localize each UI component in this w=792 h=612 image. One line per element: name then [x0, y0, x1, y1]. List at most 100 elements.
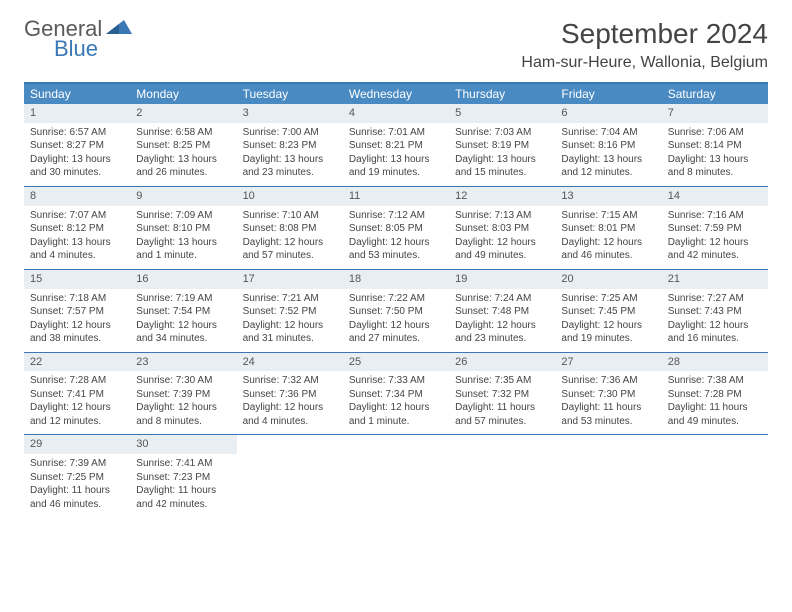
day-number: 19 [449, 270, 555, 289]
day-cell: 25Sunrise: 7:33 AMSunset: 7:34 PMDayligh… [343, 353, 449, 435]
sunrise-text: Sunrise: 7:27 AM [668, 292, 762, 306]
day-number: 3 [237, 104, 343, 123]
daylight-text: Daylight: 12 hours and 16 minutes. [668, 319, 762, 346]
day-cell: 18Sunrise: 7:22 AMSunset: 7:50 PMDayligh… [343, 270, 449, 352]
week-row: 1Sunrise: 6:57 AMSunset: 8:27 PMDaylight… [24, 104, 768, 187]
day-cell: 15Sunrise: 7:18 AMSunset: 7:57 PMDayligh… [24, 270, 130, 352]
daylight-text: Daylight: 11 hours and 57 minutes. [455, 401, 549, 428]
day-number: 15 [24, 270, 130, 289]
day-cell: 2Sunrise: 6:58 AMSunset: 8:25 PMDaylight… [130, 104, 236, 186]
sunset-text: Sunset: 7:50 PM [349, 305, 443, 319]
sunrise-text: Sunrise: 7:01 AM [349, 126, 443, 140]
sunset-text: Sunset: 7:32 PM [455, 388, 549, 402]
day-cell: 17Sunrise: 7:21 AMSunset: 7:52 PMDayligh… [237, 270, 343, 352]
month-title: September 2024 [521, 18, 768, 50]
sunrise-text: Sunrise: 7:12 AM [349, 209, 443, 223]
day-number: 29 [24, 435, 130, 454]
day-cell: 16Sunrise: 7:19 AMSunset: 7:54 PMDayligh… [130, 270, 236, 352]
weekday-label: Monday [130, 84, 236, 104]
day-number: 17 [237, 270, 343, 289]
sunset-text: Sunset: 8:27 PM [30, 139, 124, 153]
daylight-text: Daylight: 13 hours and 15 minutes. [455, 153, 549, 180]
sunset-text: Sunset: 7:28 PM [668, 388, 762, 402]
daylight-text: Daylight: 12 hours and 42 minutes. [668, 236, 762, 263]
weeks-container: 1Sunrise: 6:57 AMSunset: 8:27 PMDaylight… [24, 104, 768, 517]
weekday-header: Sunday Monday Tuesday Wednesday Thursday… [24, 84, 768, 104]
sunset-text: Sunset: 8:14 PM [668, 139, 762, 153]
day-number: 30 [130, 435, 236, 454]
day-cell [237, 435, 343, 517]
sunset-text: Sunset: 8:10 PM [136, 222, 230, 236]
sunset-text: Sunset: 8:21 PM [349, 139, 443, 153]
day-number: 8 [24, 187, 130, 206]
daylight-text: Daylight: 11 hours and 53 minutes. [561, 401, 655, 428]
sunrise-text: Sunrise: 7:25 AM [561, 292, 655, 306]
day-cell: 29Sunrise: 7:39 AMSunset: 7:25 PMDayligh… [24, 435, 130, 517]
daylight-text: Daylight: 13 hours and 1 minute. [136, 236, 230, 263]
sunset-text: Sunset: 7:59 PM [668, 222, 762, 236]
day-number: 24 [237, 353, 343, 372]
sunset-text: Sunset: 7:54 PM [136, 305, 230, 319]
logo-word-blue: Blue [54, 38, 102, 60]
day-number: 23 [130, 353, 236, 372]
day-number: 11 [343, 187, 449, 206]
week-row: 29Sunrise: 7:39 AMSunset: 7:25 PMDayligh… [24, 435, 768, 517]
day-cell: 1Sunrise: 6:57 AMSunset: 8:27 PMDaylight… [24, 104, 130, 186]
day-number: 21 [662, 270, 768, 289]
week-row: 8Sunrise: 7:07 AMSunset: 8:12 PMDaylight… [24, 187, 768, 270]
daylight-text: Daylight: 12 hours and 57 minutes. [243, 236, 337, 263]
day-cell [555, 435, 661, 517]
sunrise-text: Sunrise: 7:41 AM [136, 457, 230, 471]
sunset-text: Sunset: 7:39 PM [136, 388, 230, 402]
day-cell: 12Sunrise: 7:13 AMSunset: 8:03 PMDayligh… [449, 187, 555, 269]
sunrise-text: Sunrise: 7:09 AM [136, 209, 230, 223]
sunset-text: Sunset: 7:34 PM [349, 388, 443, 402]
daylight-text: Daylight: 12 hours and 12 minutes. [30, 401, 124, 428]
sunset-text: Sunset: 7:45 PM [561, 305, 655, 319]
sunrise-text: Sunrise: 7:16 AM [668, 209, 762, 223]
calendar: Sunday Monday Tuesday Wednesday Thursday… [24, 82, 768, 517]
day-number: 5 [449, 104, 555, 123]
sunrise-text: Sunrise: 7:32 AM [243, 374, 337, 388]
day-cell: 27Sunrise: 7:36 AMSunset: 7:30 PMDayligh… [555, 353, 661, 435]
day-cell [343, 435, 449, 517]
daylight-text: Daylight: 13 hours and 26 minutes. [136, 153, 230, 180]
day-number: 7 [662, 104, 768, 123]
daylight-text: Daylight: 12 hours and 53 minutes. [349, 236, 443, 263]
sunrise-text: Sunrise: 7:24 AM [455, 292, 549, 306]
sunrise-text: Sunrise: 7:30 AM [136, 374, 230, 388]
day-number: 9 [130, 187, 236, 206]
sunset-text: Sunset: 7:52 PM [243, 305, 337, 319]
sunset-text: Sunset: 8:16 PM [561, 139, 655, 153]
week-row: 15Sunrise: 7:18 AMSunset: 7:57 PMDayligh… [24, 270, 768, 353]
daylight-text: Daylight: 13 hours and 8 minutes. [668, 153, 762, 180]
sunset-text: Sunset: 8:19 PM [455, 139, 549, 153]
day-cell: 7Sunrise: 7:06 AMSunset: 8:14 PMDaylight… [662, 104, 768, 186]
daylight-text: Daylight: 11 hours and 49 minutes. [668, 401, 762, 428]
day-number: 13 [555, 187, 661, 206]
sunrise-text: Sunrise: 7:18 AM [30, 292, 124, 306]
day-cell: 4Sunrise: 7:01 AMSunset: 8:21 PMDaylight… [343, 104, 449, 186]
sunrise-text: Sunrise: 7:03 AM [455, 126, 549, 140]
sunrise-text: Sunrise: 7:19 AM [136, 292, 230, 306]
day-cell: 20Sunrise: 7:25 AMSunset: 7:45 PMDayligh… [555, 270, 661, 352]
day-number: 25 [343, 353, 449, 372]
sunset-text: Sunset: 7:25 PM [30, 471, 124, 485]
daylight-text: Daylight: 13 hours and 19 minutes. [349, 153, 443, 180]
sunrise-text: Sunrise: 7:38 AM [668, 374, 762, 388]
daylight-text: Daylight: 12 hours and 38 minutes. [30, 319, 124, 346]
sunrise-text: Sunrise: 7:15 AM [561, 209, 655, 223]
sunset-text: Sunset: 8:23 PM [243, 139, 337, 153]
weekday-label: Friday [555, 84, 661, 104]
day-cell: 6Sunrise: 7:04 AMSunset: 8:16 PMDaylight… [555, 104, 661, 186]
sunset-text: Sunset: 8:03 PM [455, 222, 549, 236]
sunset-text: Sunset: 8:25 PM [136, 139, 230, 153]
day-cell: 11Sunrise: 7:12 AMSunset: 8:05 PMDayligh… [343, 187, 449, 269]
day-number: 6 [555, 104, 661, 123]
sunrise-text: Sunrise: 7:13 AM [455, 209, 549, 223]
sunrise-text: Sunrise: 7:36 AM [561, 374, 655, 388]
daylight-text: Daylight: 11 hours and 46 minutes. [30, 484, 124, 511]
day-number: 14 [662, 187, 768, 206]
day-number: 28 [662, 353, 768, 372]
day-number: 26 [449, 353, 555, 372]
